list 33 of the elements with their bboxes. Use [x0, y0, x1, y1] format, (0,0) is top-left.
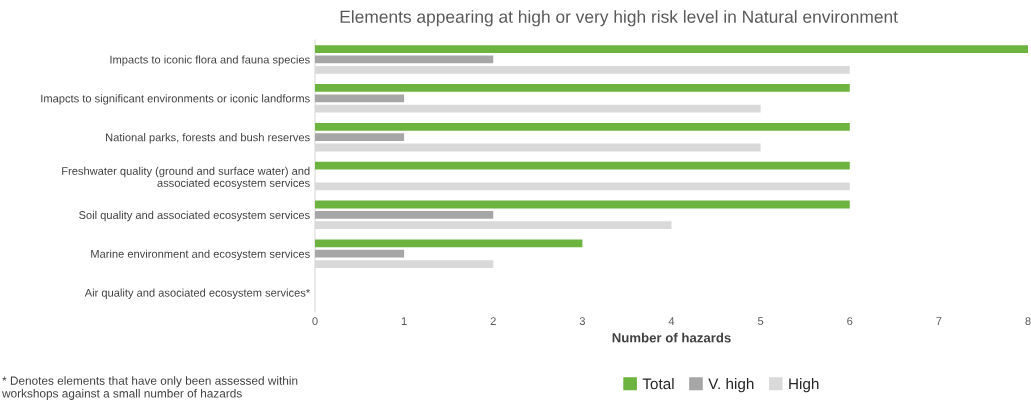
text: * Denotes elements that have only been assessed within workshops against a small number of hazards — [2, 376, 298, 400]
bar — [315, 200, 850, 209]
legend-label: V. high — [708, 378, 754, 393]
y-tick-label: Marine environment and ecosystem services — [91, 249, 310, 261]
chart-title: Elements appearing at high or very high risk level in Natural environment — [340, 10, 898, 27]
x-tick-label: 5 — [757, 317, 764, 326]
x-tick-label: 4 — [668, 317, 675, 325]
y-tick-label: Freshwater quality (ground and surface water) and associated ecosystem services — [62, 166, 310, 190]
bar — [315, 84, 850, 92]
bar — [315, 249, 405, 258]
x-tick-label: 7 — [936, 317, 942, 325]
y-tick-label: National parks, forests and bush reserves — [106, 133, 310, 144]
x-tick-label: 1 — [401, 317, 407, 325]
legend-label: High — [789, 378, 819, 393]
bar — [315, 45, 1028, 53]
bar — [315, 161, 850, 170]
bar — [315, 210, 494, 219]
y-tick-label: Impacts to iconic flora and fauna species — [110, 55, 310, 66]
x-tick-label: 6 — [847, 317, 853, 326]
x-tick-label: 3 — [579, 317, 585, 326]
y-tick-label: Imapcts to significant environments or iconic landforms — [41, 94, 310, 105]
x-tick-label: 2 — [490, 317, 496, 325]
bar — [315, 122, 850, 131]
x-tick-label: 8 — [1025, 317, 1031, 326]
bar — [315, 55, 494, 64]
x-axis-title: Number of hazards — [612, 332, 731, 343]
legend-label: Total — [642, 378, 674, 390]
bar — [315, 94, 405, 103]
bar — [315, 133, 405, 142]
x-tick-label: 0 — [312, 317, 318, 326]
y-tick-label: Air quality and asociated ecosystem services* — [84, 288, 310, 299]
y-tick-label: Soil quality and associated ecosystem services — [79, 210, 310, 222]
bar — [315, 239, 583, 248]
